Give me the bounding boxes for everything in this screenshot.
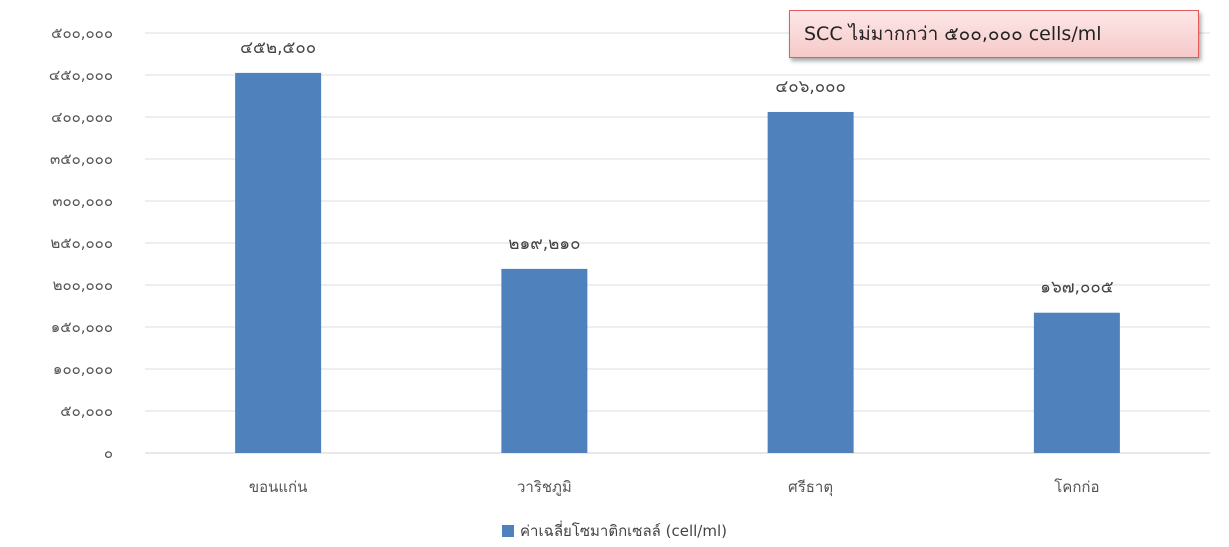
legend-label: ค่าเฉลี่ยโซมาติกเซลล์ (cell/ml) — [520, 522, 727, 540]
legend-swatch — [502, 524, 515, 537]
x-axis-labels: ขอนแก่น วาริชภูมิ ศรีธาตุ โคกก่อ — [249, 478, 1100, 497]
y-tick-label: ๐ — [104, 444, 113, 462]
y-tick-label: ๔๐๐,๐๐๐ — [51, 108, 113, 126]
y-tick-label: ๒๕๐,๐๐๐ — [50, 234, 113, 252]
data-label: ๑๖๗,๐๐๕ — [1040, 278, 1114, 298]
bar — [235, 72, 322, 454]
y-tick-label: ๑๕๐,๐๐๐ — [51, 318, 113, 336]
x-tick-label: ขอนแก่น — [249, 478, 308, 496]
bar — [1033, 312, 1120, 453]
x-tick-label: โคกก่อ — [1054, 478, 1099, 496]
data-label: ๒๑๙,๒๑๐ — [508, 234, 580, 254]
legend: ค่าเฉลี่ยโซมาติกเซลล์ (cell/ml) — [0, 519, 1229, 543]
bar — [501, 268, 588, 453]
y-tick-label: ๒๐๐,๐๐๐ — [53, 276, 113, 294]
gridlines — [145, 32, 1210, 454]
data-label: ๔๕๒,๕๐๐ — [240, 38, 316, 58]
bar — [767, 111, 854, 454]
y-tick-label: ๔๕๐,๐๐๐ — [49, 66, 113, 84]
y-tick-label: ๓๐๐,๐๐๐ — [52, 192, 113, 210]
y-axis: ๐ ๕๐,๐๐๐ ๑๐๐,๐๐๐ ๑๕๐,๐๐๐ ๒๐๐,๐๐๐ ๒๕๐,๐๐๐ ๓๐๐,๐… — [49, 24, 113, 462]
x-tick-label: วาริชภูมิ — [517, 478, 572, 496]
y-tick-label: ๑๐๐,๐๐๐ — [53, 360, 113, 378]
y-tick-label: ๕๐,๐๐๐ — [60, 402, 113, 420]
y-tick-label: ๓๕๐,๐๐๐ — [50, 150, 113, 168]
y-tick-label: ๕๐๐,๐๐๐ — [51, 24, 113, 42]
x-tick-label: ศรีธาตุ — [788, 478, 833, 497]
scc-limit-callout: SCC ไม่มากกว่า ๕๐๐,๐๐๐ cells/ml — [789, 10, 1199, 58]
bars — [235, 72, 1120, 454]
data-label: ๔๐๖,๐๐๐ — [775, 77, 846, 97]
